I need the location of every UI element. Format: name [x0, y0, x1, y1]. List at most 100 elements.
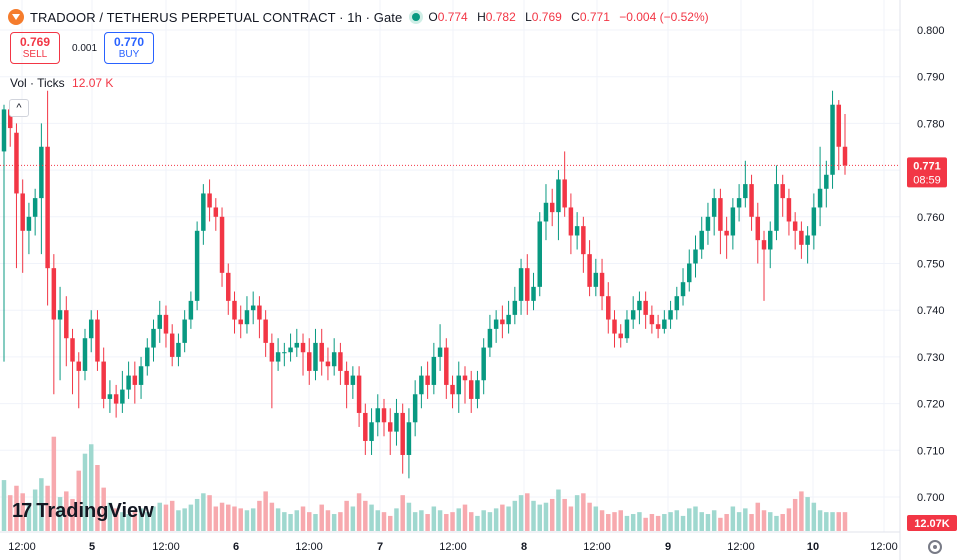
candle-body	[761, 240, 767, 250]
candle-body	[525, 268, 530, 301]
candle-body	[612, 319, 617, 334]
volume-bar	[711, 510, 717, 531]
candle-body	[711, 198, 717, 217]
ohlc-change: −0.004 (−0.52%)	[619, 10, 709, 24]
volume-bar	[356, 493, 362, 531]
candle-body	[780, 184, 785, 199]
y-tick-label: 0.710	[917, 445, 945, 457]
volume-bar	[718, 517, 723, 531]
candle-body	[250, 305, 256, 311]
candle-body	[500, 319, 505, 325]
x-tick-label: 12:00	[295, 541, 323, 553]
volume-bar	[431, 506, 437, 531]
volume-bar	[624, 515, 630, 531]
spread-value: 0.001	[72, 43, 98, 54]
candle-body	[107, 394, 113, 399]
settings-icon[interactable]	[928, 540, 942, 554]
volume-bar	[400, 495, 405, 531]
candle-body	[232, 300, 237, 320]
volume-bar	[88, 444, 94, 531]
volume-bar	[169, 500, 175, 531]
volume-bar	[674, 510, 680, 531]
candle-body	[749, 184, 754, 217]
volume-bar	[387, 515, 393, 531]
candle-body	[381, 408, 387, 423]
volume-bar	[76, 470, 81, 531]
candle-body	[82, 338, 88, 371]
candle-body	[145, 347, 150, 367]
volume-bar	[331, 514, 337, 531]
volume-bar	[749, 514, 754, 531]
volume-bar	[244, 510, 250, 531]
y-tick-label: 0.780	[917, 118, 945, 130]
candle-body	[805, 235, 810, 245]
candle-body	[194, 230, 200, 301]
volume-bar	[194, 498, 200, 531]
candle-body	[188, 300, 194, 320]
candle-body	[755, 216, 761, 241]
candle-body	[182, 319, 187, 343]
volume-bar	[138, 508, 144, 531]
candle-body	[226, 272, 231, 301]
volume-bar	[493, 508, 499, 531]
sell-button[interactable]: 0.769 SELL	[10, 32, 60, 64]
ohlc-low-label: L	[525, 10, 532, 24]
candle-body	[699, 230, 704, 250]
candle-body	[724, 230, 729, 236]
volume-bar	[213, 506, 219, 531]
buy-label: BUY	[118, 49, 140, 60]
candle-body	[680, 282, 686, 297]
volume-bar	[269, 502, 275, 531]
candle-body	[811, 207, 817, 236]
volume-bar	[226, 504, 231, 531]
candle-body	[57, 310, 63, 320]
candle-body	[568, 207, 574, 236]
candle-body	[282, 352, 287, 354]
candle-body	[126, 375, 131, 390]
volume-bar	[412, 512, 418, 531]
candle-body	[163, 314, 169, 334]
volume-bar	[39, 478, 44, 531]
candle-body	[468, 380, 474, 399]
volume-bar	[20, 493, 25, 531]
volume-bar	[761, 510, 767, 531]
volume-bar	[774, 515, 779, 531]
candle-body	[630, 310, 636, 320]
volume-bar	[294, 510, 300, 531]
tradingview-logo-text: TradingView	[36, 500, 154, 522]
volume-bar	[375, 510, 381, 531]
volume-bar	[836, 512, 842, 531]
candle-body	[14, 132, 19, 194]
volume-bar	[462, 504, 468, 531]
candle-body	[730, 207, 736, 236]
volume-bar	[817, 510, 823, 531]
volume-bar	[593, 506, 599, 531]
collapse-chevron-icon[interactable]: ^	[9, 99, 29, 117]
symbol-title[interactable]: TRADOOR / TETHERUS PERPETUAL CONTRACT · …	[30, 9, 403, 25]
buy-button[interactable]: 0.770 BUY	[104, 32, 154, 64]
candle-body	[649, 314, 655, 325]
candle-body	[556, 179, 561, 213]
volume-badge	[907, 515, 957, 531]
tradingview-logo[interactable]: 17 TradingView	[12, 500, 154, 523]
volume-bar	[475, 515, 480, 531]
y-tick-label: 0.740	[917, 305, 945, 317]
volume-bar	[107, 502, 113, 531]
candle-body	[394, 412, 399, 432]
candle-body	[817, 188, 823, 208]
volume-bar	[70, 498, 75, 531]
x-tick-label: 12:00	[870, 541, 898, 553]
candle-body	[768, 230, 773, 250]
candle-body	[587, 254, 592, 287]
candle-body	[207, 193, 212, 208]
volume-bar	[101, 487, 106, 531]
volume-bar	[219, 502, 225, 531]
candle-body	[157, 314, 162, 329]
volume-legend[interactable]: Vol · Ticks 12.07 K	[10, 76, 113, 90]
volume-bar	[381, 512, 387, 531]
volume-bar	[250, 508, 256, 531]
y-tick-label: 0.800	[917, 25, 945, 37]
volume-bar	[1, 480, 7, 531]
volume-bar	[506, 506, 511, 531]
